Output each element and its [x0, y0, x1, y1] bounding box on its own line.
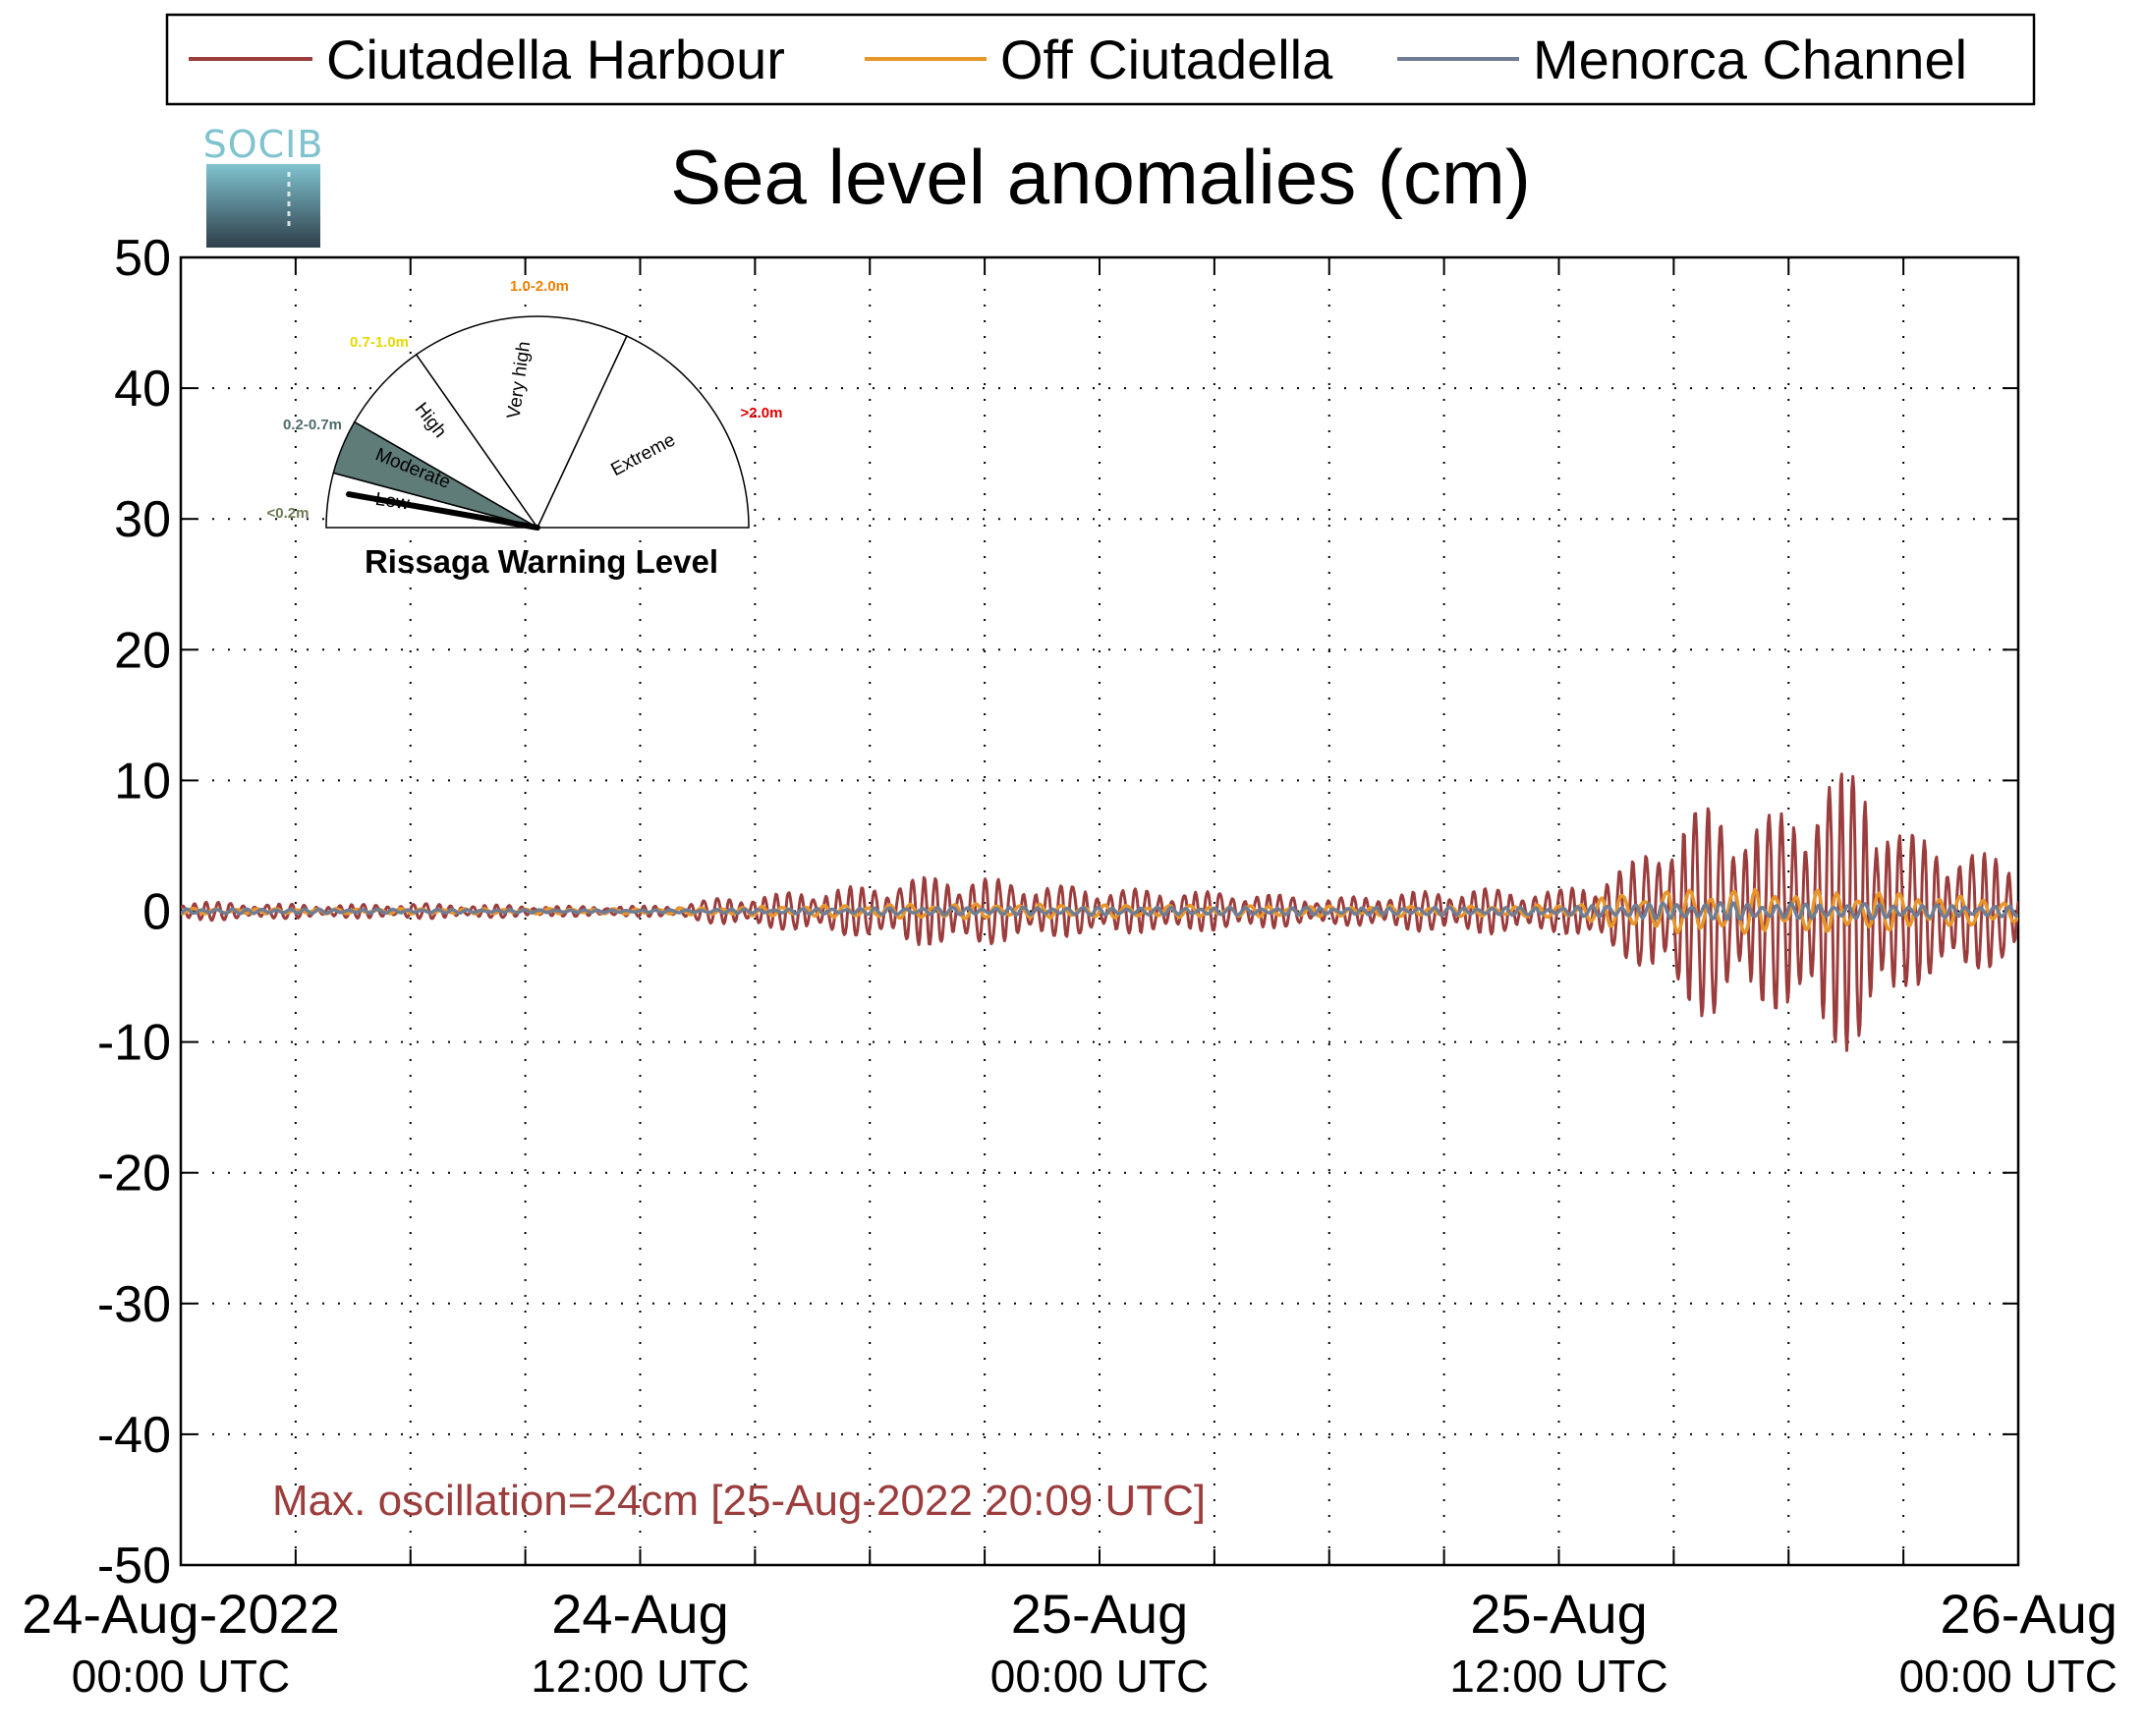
legend-label-menorca-channel: Menorca Channel [1533, 28, 1967, 90]
y-tick-label: -20 [97, 1146, 171, 1203]
x-tick-label-date: 25-Aug [1470, 1583, 1648, 1645]
x-tick-label-time: 00:00 UTC [72, 1651, 290, 1702]
y-tick-label: 20 [114, 622, 171, 679]
gauge-range-label: >2.0m [741, 405, 783, 421]
x-tick-label-date: 24-Aug-2022 [22, 1583, 340, 1645]
gauge-range-label: <0.2m [267, 505, 310, 522]
series-group [181, 772, 2018, 1052]
gauge-segment-extreme [536, 335, 750, 529]
gauge-range-label: 0.2-0.7m [283, 417, 342, 433]
rissaga-warning-gauge: LowModerateHighVery highExtreme<0.2m0.2-… [267, 278, 783, 580]
y-tick-label: 10 [114, 753, 171, 810]
y-tick-label: -10 [97, 1015, 171, 1072]
x-tick-label-time: 00:00 UTC [1899, 1651, 2117, 1702]
socib-logo: SOCIB [203, 123, 324, 248]
logo-text: SOCIB [203, 123, 324, 166]
gauge-range-label: 0.7-1.0m [350, 334, 409, 351]
y-axis-labels: 50 40 30 20 10 0 -10 -20 -30 -40 -50 [97, 230, 171, 1595]
max-oscillation-annotation: Max. oscillation=24cm [25-Aug-2022 20:09… [272, 1477, 1206, 1525]
y-tick-label: -30 [97, 1276, 171, 1333]
x-tick-label-time: 00:00 UTC [990, 1651, 1209, 1702]
x-axis-labels: 24-Aug-2022 00:00 UTC 24-Aug 12:00 UTC 25-Au… [22, 1583, 2117, 1702]
legend-label-ciutadella-harbour: Ciutadella Harbour [326, 28, 785, 90]
legend-box [165, 13, 2036, 106]
x-tick-label-time: 12:00 UTC [1449, 1651, 1667, 1702]
y-tick-label: 0 [142, 884, 171, 941]
y-tick-label: -40 [97, 1407, 171, 1464]
x-tick-label-date: 24-Aug [551, 1583, 729, 1645]
series-line-menorca-channel [181, 901, 2018, 922]
gauge-title: Rissaga Warning Level [365, 543, 718, 580]
legend: Ciutadella Harbour Off Ciutadella Menorc… [165, 13, 2036, 106]
y-tick-label: 50 [114, 230, 171, 287]
gauge-segment-very-high [415, 315, 628, 530]
chart-title: Sea level anomalies (cm) [670, 134, 1531, 220]
gauge-needle [346, 491, 540, 531]
y-tick-label: -50 [97, 1538, 171, 1595]
legend-label-off-ciutadella: Off Ciutadella [1000, 28, 1333, 90]
y-tick-label: 40 [114, 361, 171, 418]
gauge-range-label: 1.0-2.0m [510, 278, 569, 295]
x-tick-label-time: 12:00 UTC [531, 1651, 749, 1702]
x-tick-label-date: 26-Aug [1940, 1583, 2117, 1645]
y-tick-label: 30 [114, 491, 171, 548]
x-tick-label-date: 25-Aug [1011, 1583, 1189, 1645]
